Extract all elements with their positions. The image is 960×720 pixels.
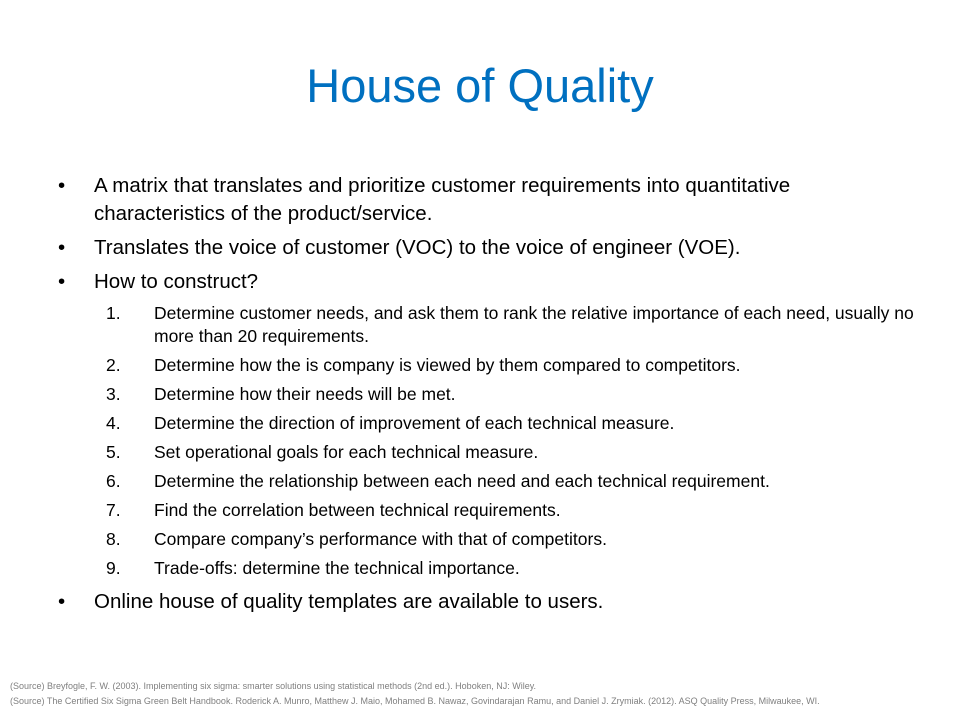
bullet-text: Online house of quality templates are av… (94, 590, 604, 613)
step-number: 5. (106, 442, 121, 462)
slide-title: House of Quality (306, 59, 654, 112)
bullet-item: • A matrix that translates and prioritiz… (56, 172, 916, 228)
step-item: 5. Set operational goals for each techni… (56, 441, 916, 464)
slide-body: • A matrix that translates and prioritiz… (56, 172, 916, 622)
step-number: 6. (106, 471, 121, 491)
step-number: 3. (106, 384, 121, 404)
source-citation: (Source) Breyfogle, F. W. (2003). Implem… (10, 681, 537, 691)
step-text: Find the correlation between technical r… (154, 500, 561, 520)
bullet-item: • Online house of quality templates are … (56, 588, 916, 616)
step-text: Determine customer needs, and ask them t… (154, 303, 914, 346)
step-text: Determine how their needs will be met. (154, 384, 456, 404)
step-text: Determine the relationship between each … (154, 471, 770, 491)
bullet-text: Translates the voice of customer (VOC) t… (94, 236, 741, 259)
step-number: 1. (106, 303, 121, 323)
step-text: Set operational goals for each technical… (154, 442, 539, 462)
bullet-item: • How to construct? (56, 268, 916, 296)
step-number: 8. (106, 529, 121, 549)
bullet-marker: • (58, 590, 66, 613)
step-text: Compare company’s performance with that … (154, 529, 607, 549)
bullet-marker: • (58, 236, 66, 259)
step-item: 3. Determine how their needs will be met… (56, 383, 916, 406)
step-number: 7. (106, 500, 121, 520)
step-item: 1. Determine customer needs, and ask the… (56, 302, 916, 348)
bullet-text: How to construct? (94, 270, 259, 293)
step-text: Determine the direction of improvement o… (154, 413, 675, 433)
step-item: 2. Determine how the is company is viewe… (56, 354, 916, 377)
step-item: 4. Determine the direction of improvemen… (56, 412, 916, 435)
step-item: 7. Find the correlation between technica… (56, 499, 916, 522)
construction-steps-list: 1. Determine customer needs, and ask the… (56, 302, 916, 580)
step-number: 4. (106, 413, 121, 433)
bullet-text: A matrix that translates and prioritize … (94, 174, 791, 225)
bullet-marker: • (58, 174, 66, 197)
source-citation: (Source) The Certified Six Sigma Green B… (10, 696, 820, 706)
step-item: 8. Compare company’s performance with th… (56, 528, 916, 551)
step-number: 9. (106, 558, 121, 578)
bullet-marker: • (58, 270, 66, 293)
step-text: Determine how the is company is viewed b… (154, 355, 741, 375)
step-number: 2. (106, 355, 121, 375)
step-text: Trade-offs: determine the technical impo… (154, 558, 520, 578)
step-item: 9. Trade-offs: determine the technical i… (56, 557, 916, 580)
step-item: 6. Determine the relationship between ea… (56, 470, 916, 493)
bullet-item: • Translates the voice of customer (VOC)… (56, 234, 916, 262)
